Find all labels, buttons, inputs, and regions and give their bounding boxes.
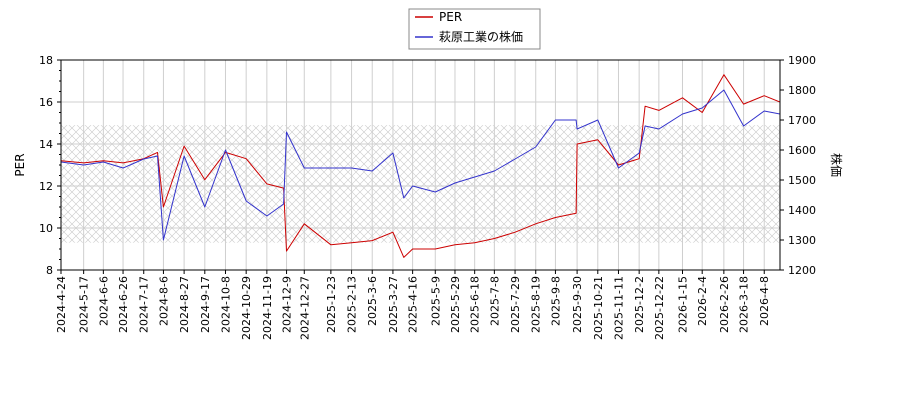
right-axis: 1200 1300 1400 1500 1600 1700 1800 1900 [780, 54, 816, 277]
x-tick-label: 2025-11-11 [612, 276, 625, 340]
x-tick-label: 2024-7-17 [138, 276, 151, 333]
left-tick-label: 16 [39, 96, 53, 109]
x-tick-label: 2025-7-29 [509, 276, 522, 333]
x-axis: 2024-4-24 2024-5-17 2024-6-6 2024-6-26 2024-… [55, 270, 771, 340]
x-tick-label: 2026-2-4 [696, 276, 709, 326]
left-axis: 8 10 12 14 16 18 [39, 54, 61, 277]
x-tick-label: 2025-8-19 [530, 276, 543, 333]
x-tick-label: 2026-4-8 [758, 276, 771, 326]
x-tick-label: 2024-11-19 [261, 276, 274, 340]
shaded-band [61, 125, 780, 243]
x-tick-label: 2025-12-2 [633, 276, 646, 333]
right-tick-label: 1700 [788, 114, 816, 127]
x-tick-label: 2025-1-23 [325, 276, 338, 333]
x-tick-label: 2024-12-27 [298, 276, 311, 340]
x-tick-label: 2025-5-9 [429, 276, 442, 326]
x-tick-label: 2025-3-27 [387, 276, 400, 333]
x-tick-label: 2024-4-24 [55, 276, 68, 333]
right-tick-label: 1800 [788, 84, 816, 97]
x-tick-label: 2024-9-17 [199, 276, 212, 333]
series-lines [61, 74, 780, 258]
x-tick-label: 2024-10-8 [219, 276, 232, 333]
x-tick-label: 2025-6-18 [469, 276, 482, 333]
shaded-band-rect [61, 125, 780, 243]
x-tick-label: 2025-9-30 [571, 276, 584, 333]
left-axis-title: PER [13, 153, 27, 176]
x-tick-label: 2025-2-13 [346, 276, 359, 333]
x-tick-label: 2025-3-6 [366, 276, 379, 326]
grid [60, 59, 780, 271]
left-tick-label: 8 [46, 264, 53, 277]
x-tick-label: 2024-6-26 [117, 276, 130, 333]
x-tick-label: 2025-10-21 [592, 276, 605, 340]
legend-box [408, 8, 541, 50]
x-tick-label: 2024-10-29 [240, 276, 253, 340]
x-tick-label: 2025-12-22 [653, 276, 666, 340]
x-tick-label: 2024-6-6 [97, 276, 110, 326]
x-tick-label: 2025-7-8 [488, 276, 501, 326]
legend-label-price: 萩原工業の株価 [439, 29, 523, 44]
left-tick-label: 12 [39, 180, 53, 193]
x-tick-label: 2025-4-16 [407, 276, 420, 333]
x-tick-label: 2025-5-29 [449, 276, 462, 333]
right-tick-label: 1500 [788, 174, 816, 187]
x-tick-label: 2024-8-6 [157, 276, 170, 326]
right-tick-label: 1300 [788, 234, 816, 247]
x-tick-label: 2026-3-18 [738, 276, 751, 333]
right-tick-label: 1200 [788, 264, 816, 277]
right-tick-label: 1400 [788, 204, 816, 217]
legend: PER 萩原工業の株価 [408, 8, 541, 50]
x-tick-label: 2024-5-17 [78, 276, 91, 333]
x-tick-label: 2026-1-15 [676, 276, 689, 333]
right-axis-title: 株価 [829, 153, 844, 177]
x-tick-label: 2024-8-27 [178, 276, 191, 333]
right-tick-label: 1600 [788, 144, 816, 157]
x-tick-label: 2024-12-9 [281, 276, 294, 333]
right-tick-label: 1900 [788, 54, 816, 67]
left-tick-label: 14 [39, 138, 53, 151]
x-tick-label: 2026-2-26 [718, 276, 731, 333]
series-line-per [61, 74, 780, 258]
x-tick-label: 2025-9-8 [549, 276, 562, 326]
left-tick-label: 10 [39, 222, 53, 235]
legend-label-per: PER [439, 10, 462, 24]
series-line-price [61, 89, 780, 241]
left-tick-label: 18 [39, 54, 53, 67]
